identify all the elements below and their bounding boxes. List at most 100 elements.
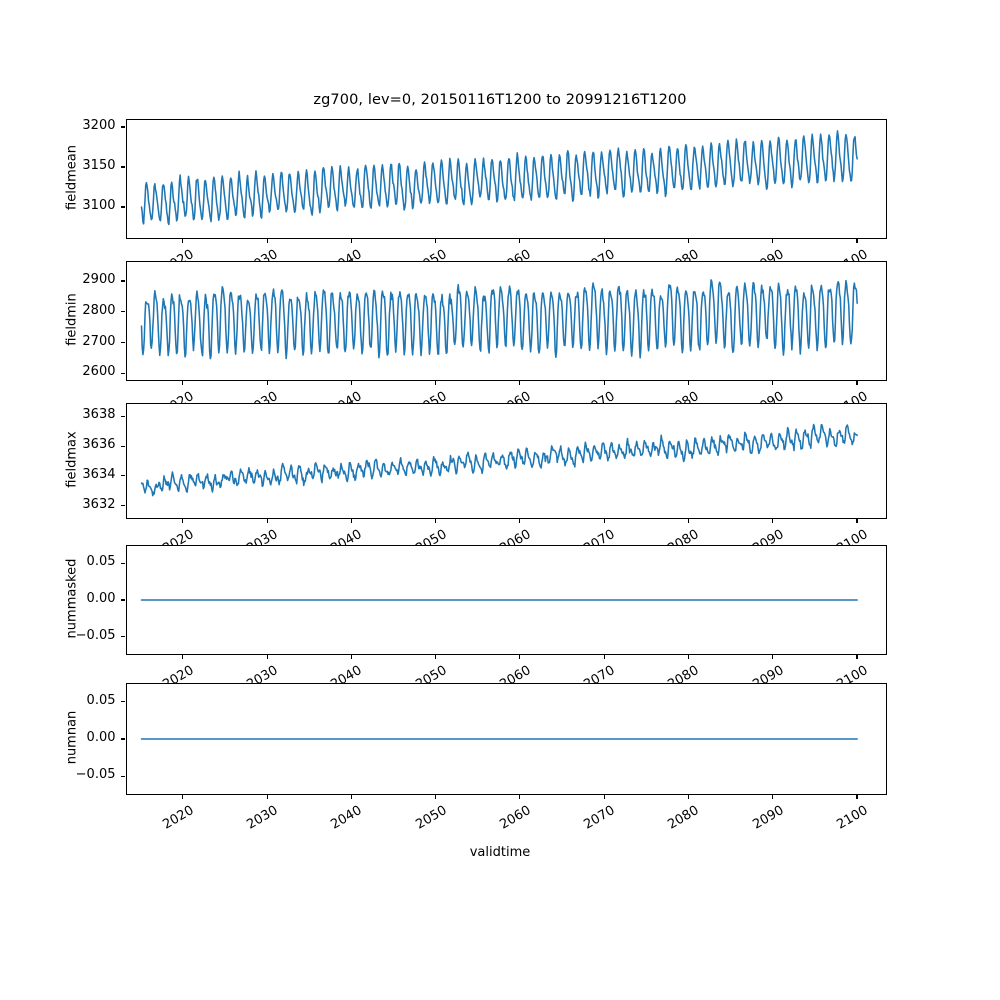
xtick-mark-nummasked-2 [350,655,352,660]
data-line-fieldmean [140,130,858,226]
xtick-label-nummasked-2: 2040 [328,663,365,683]
xtick-mark-fieldmax-6 [687,519,689,524]
xtick-mark-nummasked-8 [856,655,858,660]
xtick-mark-numnan-2 [350,795,352,800]
xtick-label-fieldmax-3: 2050 [412,527,450,545]
plot-area-fieldmean [140,130,858,226]
xtick-mark-nummasked-6 [687,655,689,660]
xtick-mark-numnan-6 [687,795,689,800]
xtick-mark-nummasked-1 [266,655,268,660]
ytick-label-fieldmin-0: 2600 [82,364,116,380]
plot-area-nummasked [140,599,858,601]
ytick-label-fieldmean-1: 3150 [82,158,116,173]
axes-frame-fieldmax [125,403,887,519]
ytick-label-fieldmean-0: 3100 [82,198,116,213]
ytick-mark-fieldmax-1 [121,475,126,477]
xtick-label-fieldmax-7: 2090 [750,527,787,545]
xtick-mark-fieldmax-0 [182,519,184,524]
xtick-mark-numnan-1 [266,795,268,800]
subplot-fieldmax [125,403,887,519]
xtick-label-fieldmin-2: 2040 [288,389,365,403]
xtick-mark-numnan-4 [519,795,521,800]
xtick-mark-fieldmean-0 [182,239,184,244]
ytick-mark-fieldmax-2 [121,445,126,447]
xtick-label-fieldmin-6: 2080 [625,389,702,403]
xtick-label-fieldmin-3: 2050 [372,389,449,403]
ytick-label-fieldmean-2: 3200 [82,118,116,133]
xtick-mark-fieldmin-8 [856,381,858,386]
ytick-mark-numnan-2 [121,701,126,703]
xtick-mark-numnan-7 [772,795,774,800]
xtick-mark-fieldmin-7 [772,381,774,386]
xtick-label-fieldmax-5: 2070 [581,527,618,545]
ytick-label-numnan-0: −0.05 [75,767,116,783]
xtick-label-fieldmax-8: 2100 [834,527,871,545]
xtick-label-fieldmean-8: 2100 [794,247,870,261]
xtick-label-band-numnan: 2020 2030 2040 2050 2060 2070 2080 2090 2100 [0,795,1000,865]
xlabel: validtime [469,845,531,860]
xtick-mark-nummasked-7 [772,655,774,660]
xtick-label-fieldmin-0: 2020 [120,389,196,403]
subplot-nummasked [125,545,887,655]
ytick-label-fieldmin-3: 2900 [82,272,116,287]
ytick-label-numnan-1: 0.00 [86,730,116,745]
xtick-mark-numnan-0 [182,795,184,800]
xtick-mark-fieldmax-3 [435,519,437,524]
xtick-label-nummasked-4: 2060 [497,663,534,683]
ytick-mark-nummasked-1 [121,599,126,601]
ytick-mark-fieldmean-0 [121,206,126,208]
ytick-mark-numnan-1 [121,738,126,740]
xtick-label-fieldmean-6: 2080 [625,247,702,261]
ytick-mark-fieldmean-2 [121,126,126,128]
xtick-mark-nummasked-4 [519,655,521,660]
xtick-mark-nummasked-5 [603,655,605,660]
ytick-mark-fieldmax-3 [121,415,126,417]
xtick-label-nummasked-7: 2090 [750,663,787,683]
xtick-label-band-fieldmin: 2020 2030 2040 2050 2060 2070 2080 2090 2100 [0,381,1000,403]
xtick-mark-fieldmean-6 [687,239,689,244]
xtick-mark-fieldmax-8 [856,519,858,524]
xtick-mark-nummasked-3 [435,655,437,660]
xtick-label-fieldmean-5: 2070 [541,247,618,261]
ytick-mark-fieldmax-0 [121,505,126,507]
xtick-mark-fieldmean-5 [603,239,605,244]
xtick-label-fieldmean-7: 2090 [709,247,786,261]
xtick-label-fieldmin-8: 2100 [794,389,870,403]
ytick-label-fieldmax-2: 3636 [82,437,116,453]
data-line-fieldmax [140,423,858,497]
ytick-mark-numnan-0 [121,775,126,777]
xtick-mark-fieldmax-5 [603,519,605,524]
xtick-label-fieldmean-3: 2050 [372,247,449,261]
plot-area-fieldmin [140,279,858,360]
ytick-label-numnan-2: 0.05 [86,692,116,708]
plot-area-fieldmax [140,423,858,497]
xtick-label-fieldmin-1: 2030 [204,389,280,403]
xtick-mark-fieldmin-1 [266,381,268,386]
xtick-label-nummasked-8: 2100 [834,663,871,683]
xtick-label-fieldmax-0: 2020 [160,527,197,545]
xtick-mark-fieldmax-2 [350,519,352,524]
xtick-label-fieldmean-1: 2030 [204,247,280,261]
xtick-mark-fieldmax-1 [266,519,268,524]
xtick-label-fieldmin-7: 2090 [709,389,786,403]
xtick-mark-fieldmean-8 [856,239,858,244]
xtick-mark-fieldmean-4 [519,239,521,244]
xtick-mark-fieldmax-7 [772,519,774,524]
ytick-label-fieldmax-1: 3634 [82,466,116,482]
xtick-mark-numnan-3 [435,795,437,800]
xtick-label-band-fieldmax: 2020 2030 2040 2050 2060 2070 2080 2090 2100 [0,519,1000,545]
xtick-label-fieldmax-1: 2030 [244,527,281,545]
ytick-label-fieldmin-1: 2700 [82,333,116,349]
xtick-mark-fieldmean-3 [435,239,437,244]
ytick-label-nummasked-2: 0.05 [86,554,116,570]
xtick-label-fieldmean-2: 2040 [288,247,365,261]
subplot-numnan [125,683,887,795]
xtick-label-nummasked-5: 2070 [581,663,618,683]
ytick-mark-nummasked-2 [121,562,126,564]
ytick-label-fieldmax-0: 3632 [82,496,116,512]
xtick-label-fieldmean-4: 2060 [457,247,533,261]
xtick-mark-numnan-8 [856,795,858,800]
xtick-mark-fieldmin-0 [182,381,184,386]
ytick-label-fieldmin-2: 2800 [82,302,116,318]
